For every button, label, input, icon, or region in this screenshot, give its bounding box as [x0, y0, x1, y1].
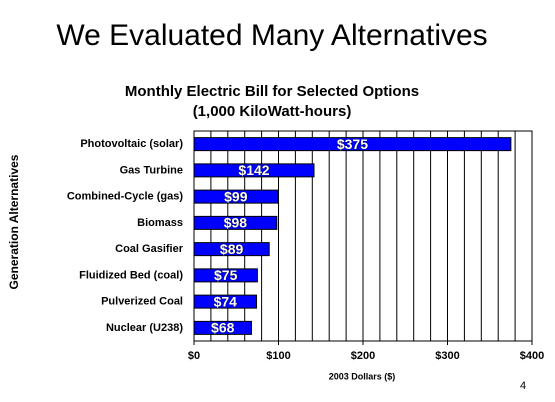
bar — [193, 189, 279, 204]
slide-title: We Evaluated Many Alternatives — [56, 19, 487, 52]
value-label: $74 — [214, 293, 238, 309]
y-axis-label: Generation Alternatives — [7, 154, 21, 289]
y-tick-label: Gas Turbine — [120, 164, 183, 176]
x-tick-label: $100 — [266, 350, 290, 362]
value-label: $99 — [224, 188, 248, 204]
y-tick-label: Coal Gasifier — [115, 243, 184, 255]
page-number: 4 — [520, 380, 526, 392]
value-label: $142 — [238, 162, 269, 178]
x-axis-label: 2003 Dollars ($) — [329, 371, 396, 381]
value-label: $68 — [211, 320, 235, 336]
chart-subtitle: (1,000 KiloWatt-hours) — [193, 103, 352, 120]
y-tick-label: Photovoltaic (solar) — [80, 138, 183, 150]
y-tick-label: Biomass — [137, 217, 183, 229]
x-tick-label: $400 — [520, 350, 544, 362]
bar — [193, 215, 278, 230]
bar — [193, 163, 315, 178]
bar — [193, 137, 512, 152]
bar — [193, 294, 258, 309]
y-tick-label: Fluidized Bed (coal) — [79, 269, 183, 281]
x-tick-label: $300 — [435, 350, 459, 362]
x-tick-label: $200 — [351, 350, 375, 362]
plot-frame — [193, 130, 533, 342]
value-label: $98 — [224, 215, 248, 231]
y-tick-label: Nuclear (U238) — [106, 322, 183, 334]
bar — [193, 242, 270, 257]
y-tick-label: Pulverized Coal — [101, 296, 183, 308]
value-label: $75 — [214, 267, 238, 283]
bar — [193, 320, 252, 335]
bar — [193, 268, 258, 283]
value-label: $89 — [220, 241, 244, 257]
chart-title: Monthly Electric Bill for Selected Optio… — [125, 83, 419, 100]
x-tick-label: $0 — [188, 350, 200, 362]
value-label: $375 — [337, 136, 368, 152]
y-tick-label: Combined-Cycle (gas) — [67, 191, 183, 203]
